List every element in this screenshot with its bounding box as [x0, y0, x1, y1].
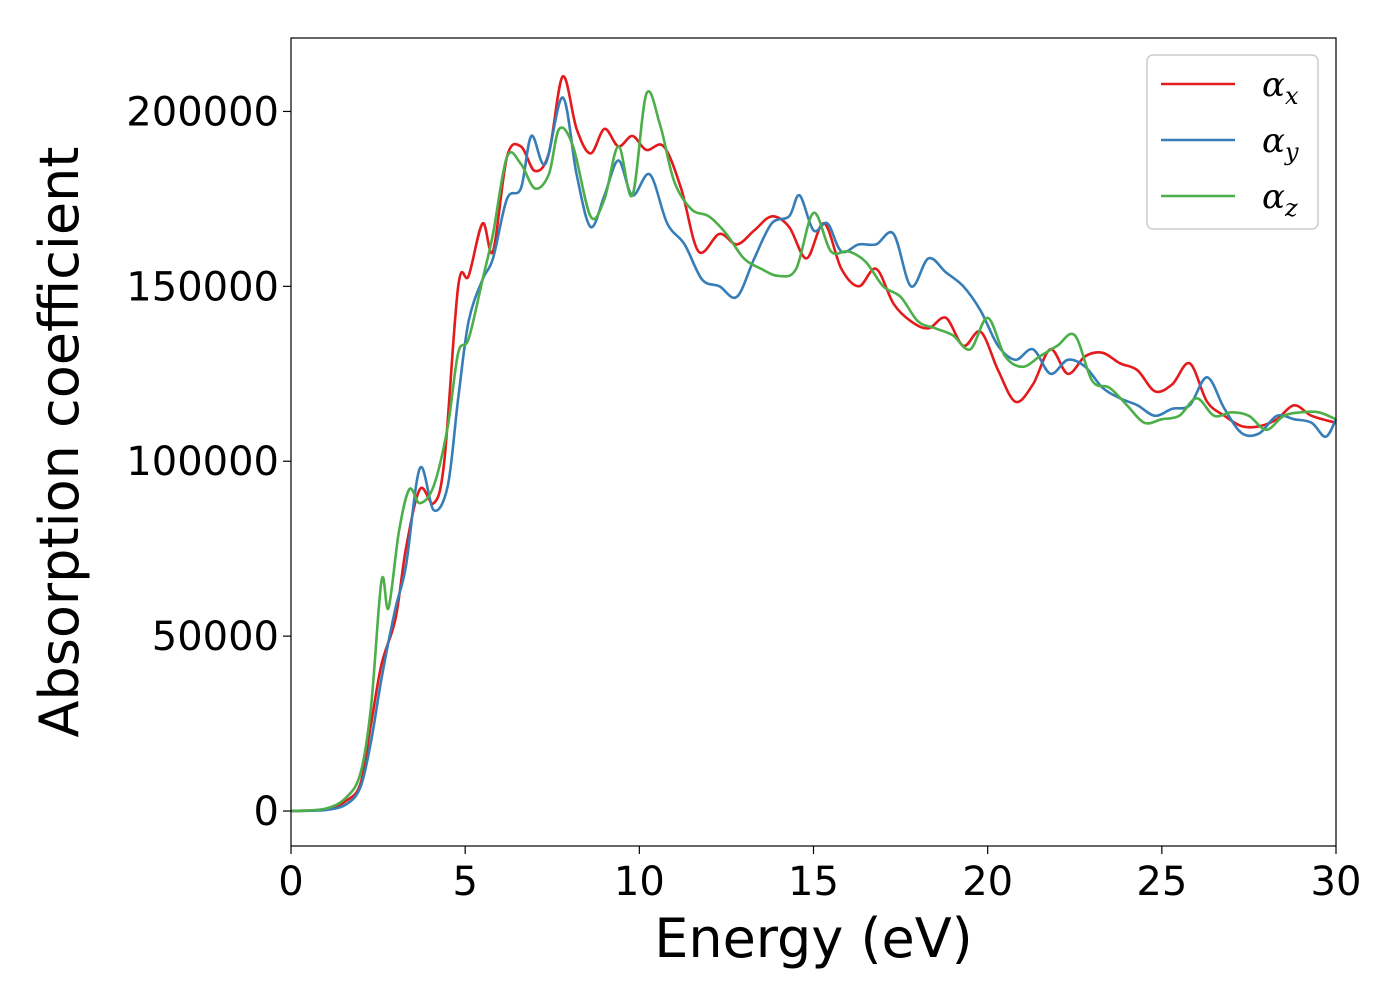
x-axis-title: Energy (eV) [654, 907, 973, 970]
legend-label-z: αz [1262, 177, 1298, 222]
legend-label-x: αx [1262, 65, 1299, 110]
series-line-y [290, 96, 1338, 813]
x-tick-label: 5 [452, 859, 477, 905]
series-line-x [290, 75, 1337, 813]
legend-box [1146, 54, 1319, 230]
series-layer [290, 75, 1338, 813]
y-axis-title: Absorption coefficient [28, 147, 91, 738]
x-tick-label: 30 [1311, 859, 1362, 905]
x-tick-label: 25 [1136, 859, 1187, 905]
y-tick-label: 50000 [152, 614, 279, 660]
x-tick-label: 0 [278, 859, 303, 905]
legend: αx αy αz [1146, 54, 1319, 230]
legend-label-y: αy [1262, 121, 1299, 166]
y-tick-label: 100000 [126, 439, 279, 485]
x-tick-label: 20 [962, 859, 1013, 905]
x-axis: 0 5 10 15 20 25 30 [278, 846, 1361, 905]
x-tick-label: 15 [788, 859, 839, 905]
series-line-z [290, 90, 1337, 813]
y-tick-label: 0 [254, 789, 279, 835]
y-axis: 0 50000 100000 150000 200000 [126, 89, 291, 835]
y-tick-label: 200000 [126, 89, 279, 135]
x-tick-label: 10 [614, 859, 665, 905]
y-tick-label: 150000 [126, 264, 279, 310]
